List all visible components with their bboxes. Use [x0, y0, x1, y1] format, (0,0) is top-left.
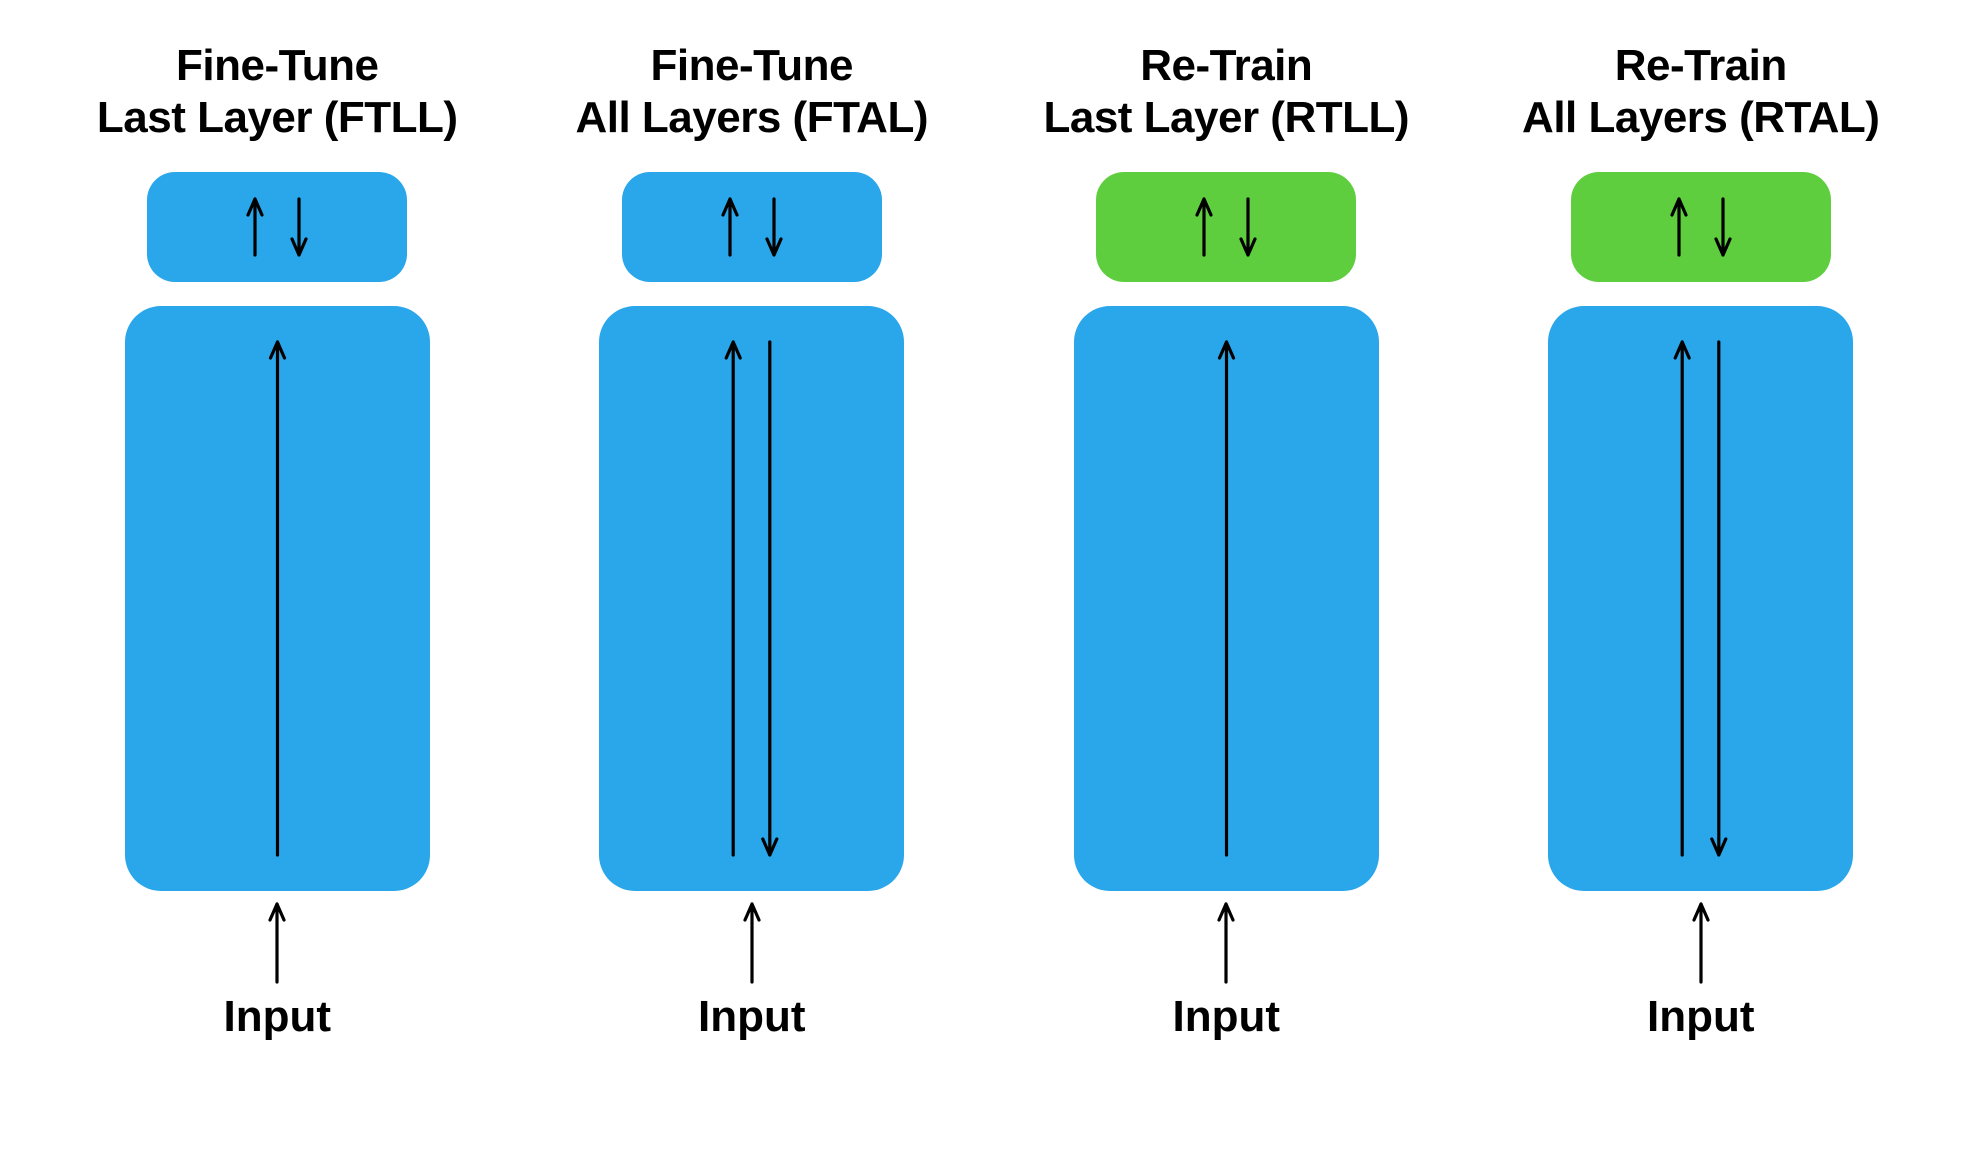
body-layers-box	[1548, 306, 1853, 891]
forward-backward-arrows-icon	[599, 306, 904, 891]
column-title: Fine-TuneLast Layer (FTLL)	[97, 40, 458, 144]
up-down-arrows-icon	[147, 172, 407, 282]
columns-container: Fine-TuneLast Layer (FTLL)InputFine-Tune…	[0, 0, 1978, 1170]
up-arrow-icon	[1206, 901, 1246, 985]
input-arrow	[1206, 901, 1246, 990]
input-label: Input	[1647, 992, 1755, 1042]
input-label: Input	[698, 992, 806, 1042]
column-ftll: Fine-TuneLast Layer (FTLL) Input	[60, 40, 495, 1042]
input-arrow	[1681, 901, 1721, 990]
up-arrow-icon	[1681, 901, 1721, 985]
top-layer-box	[147, 172, 407, 282]
input-arrow	[732, 901, 772, 990]
column-title-line1: Re-Train	[1522, 40, 1879, 92]
column-title: Re-TrainAll Layers (RTAL)	[1522, 40, 1879, 144]
up-down-arrows-icon	[1096, 172, 1356, 282]
column-title-line2: All Layers (RTAL)	[1522, 92, 1879, 144]
column-rtll: Re-TrainLast Layer (RTLL) Input	[1009, 40, 1444, 1042]
column-rtal: Re-TrainAll Layers (RTAL) Input	[1484, 40, 1919, 1042]
column-title: Re-TrainLast Layer (RTLL)	[1043, 40, 1409, 144]
column-ftal: Fine-TuneAll Layers (FTAL) Input	[535, 40, 970, 1042]
body-layers-box	[599, 306, 904, 891]
up-down-arrows-icon	[1571, 172, 1831, 282]
column-title-line2: Last Layer (FTLL)	[97, 92, 458, 144]
column-title-line1: Re-Train	[1043, 40, 1409, 92]
column-title-line1: Fine-Tune	[97, 40, 458, 92]
diagram-canvas: Fine-TuneLast Layer (FTLL)InputFine-Tune…	[0, 0, 1978, 1170]
column-title-line2: Last Layer (RTLL)	[1043, 92, 1409, 144]
input-label: Input	[1172, 992, 1280, 1042]
forward-backward-arrows-icon	[1548, 306, 1853, 891]
forward-arrow-icon	[1074, 306, 1379, 891]
top-layer-box	[1571, 172, 1831, 282]
up-arrow-icon	[732, 901, 772, 985]
up-down-arrows-icon	[622, 172, 882, 282]
body-layers-box	[125, 306, 430, 891]
input-label: Input	[223, 992, 331, 1042]
forward-arrow-icon	[125, 306, 430, 891]
column-title-line1: Fine-Tune	[575, 40, 928, 92]
input-arrow	[257, 901, 297, 990]
top-layer-box	[1096, 172, 1356, 282]
body-layers-box	[1074, 306, 1379, 891]
column-title-line2: All Layers (FTAL)	[575, 92, 928, 144]
top-layer-box	[622, 172, 882, 282]
column-title: Fine-TuneAll Layers (FTAL)	[575, 40, 928, 144]
up-arrow-icon	[257, 901, 297, 985]
